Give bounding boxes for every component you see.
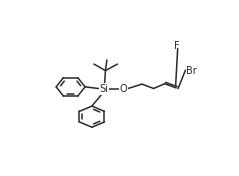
Text: Br: Br xyxy=(186,66,197,76)
Text: F: F xyxy=(174,40,180,51)
Text: Si: Si xyxy=(99,84,109,94)
Text: O: O xyxy=(120,84,127,94)
